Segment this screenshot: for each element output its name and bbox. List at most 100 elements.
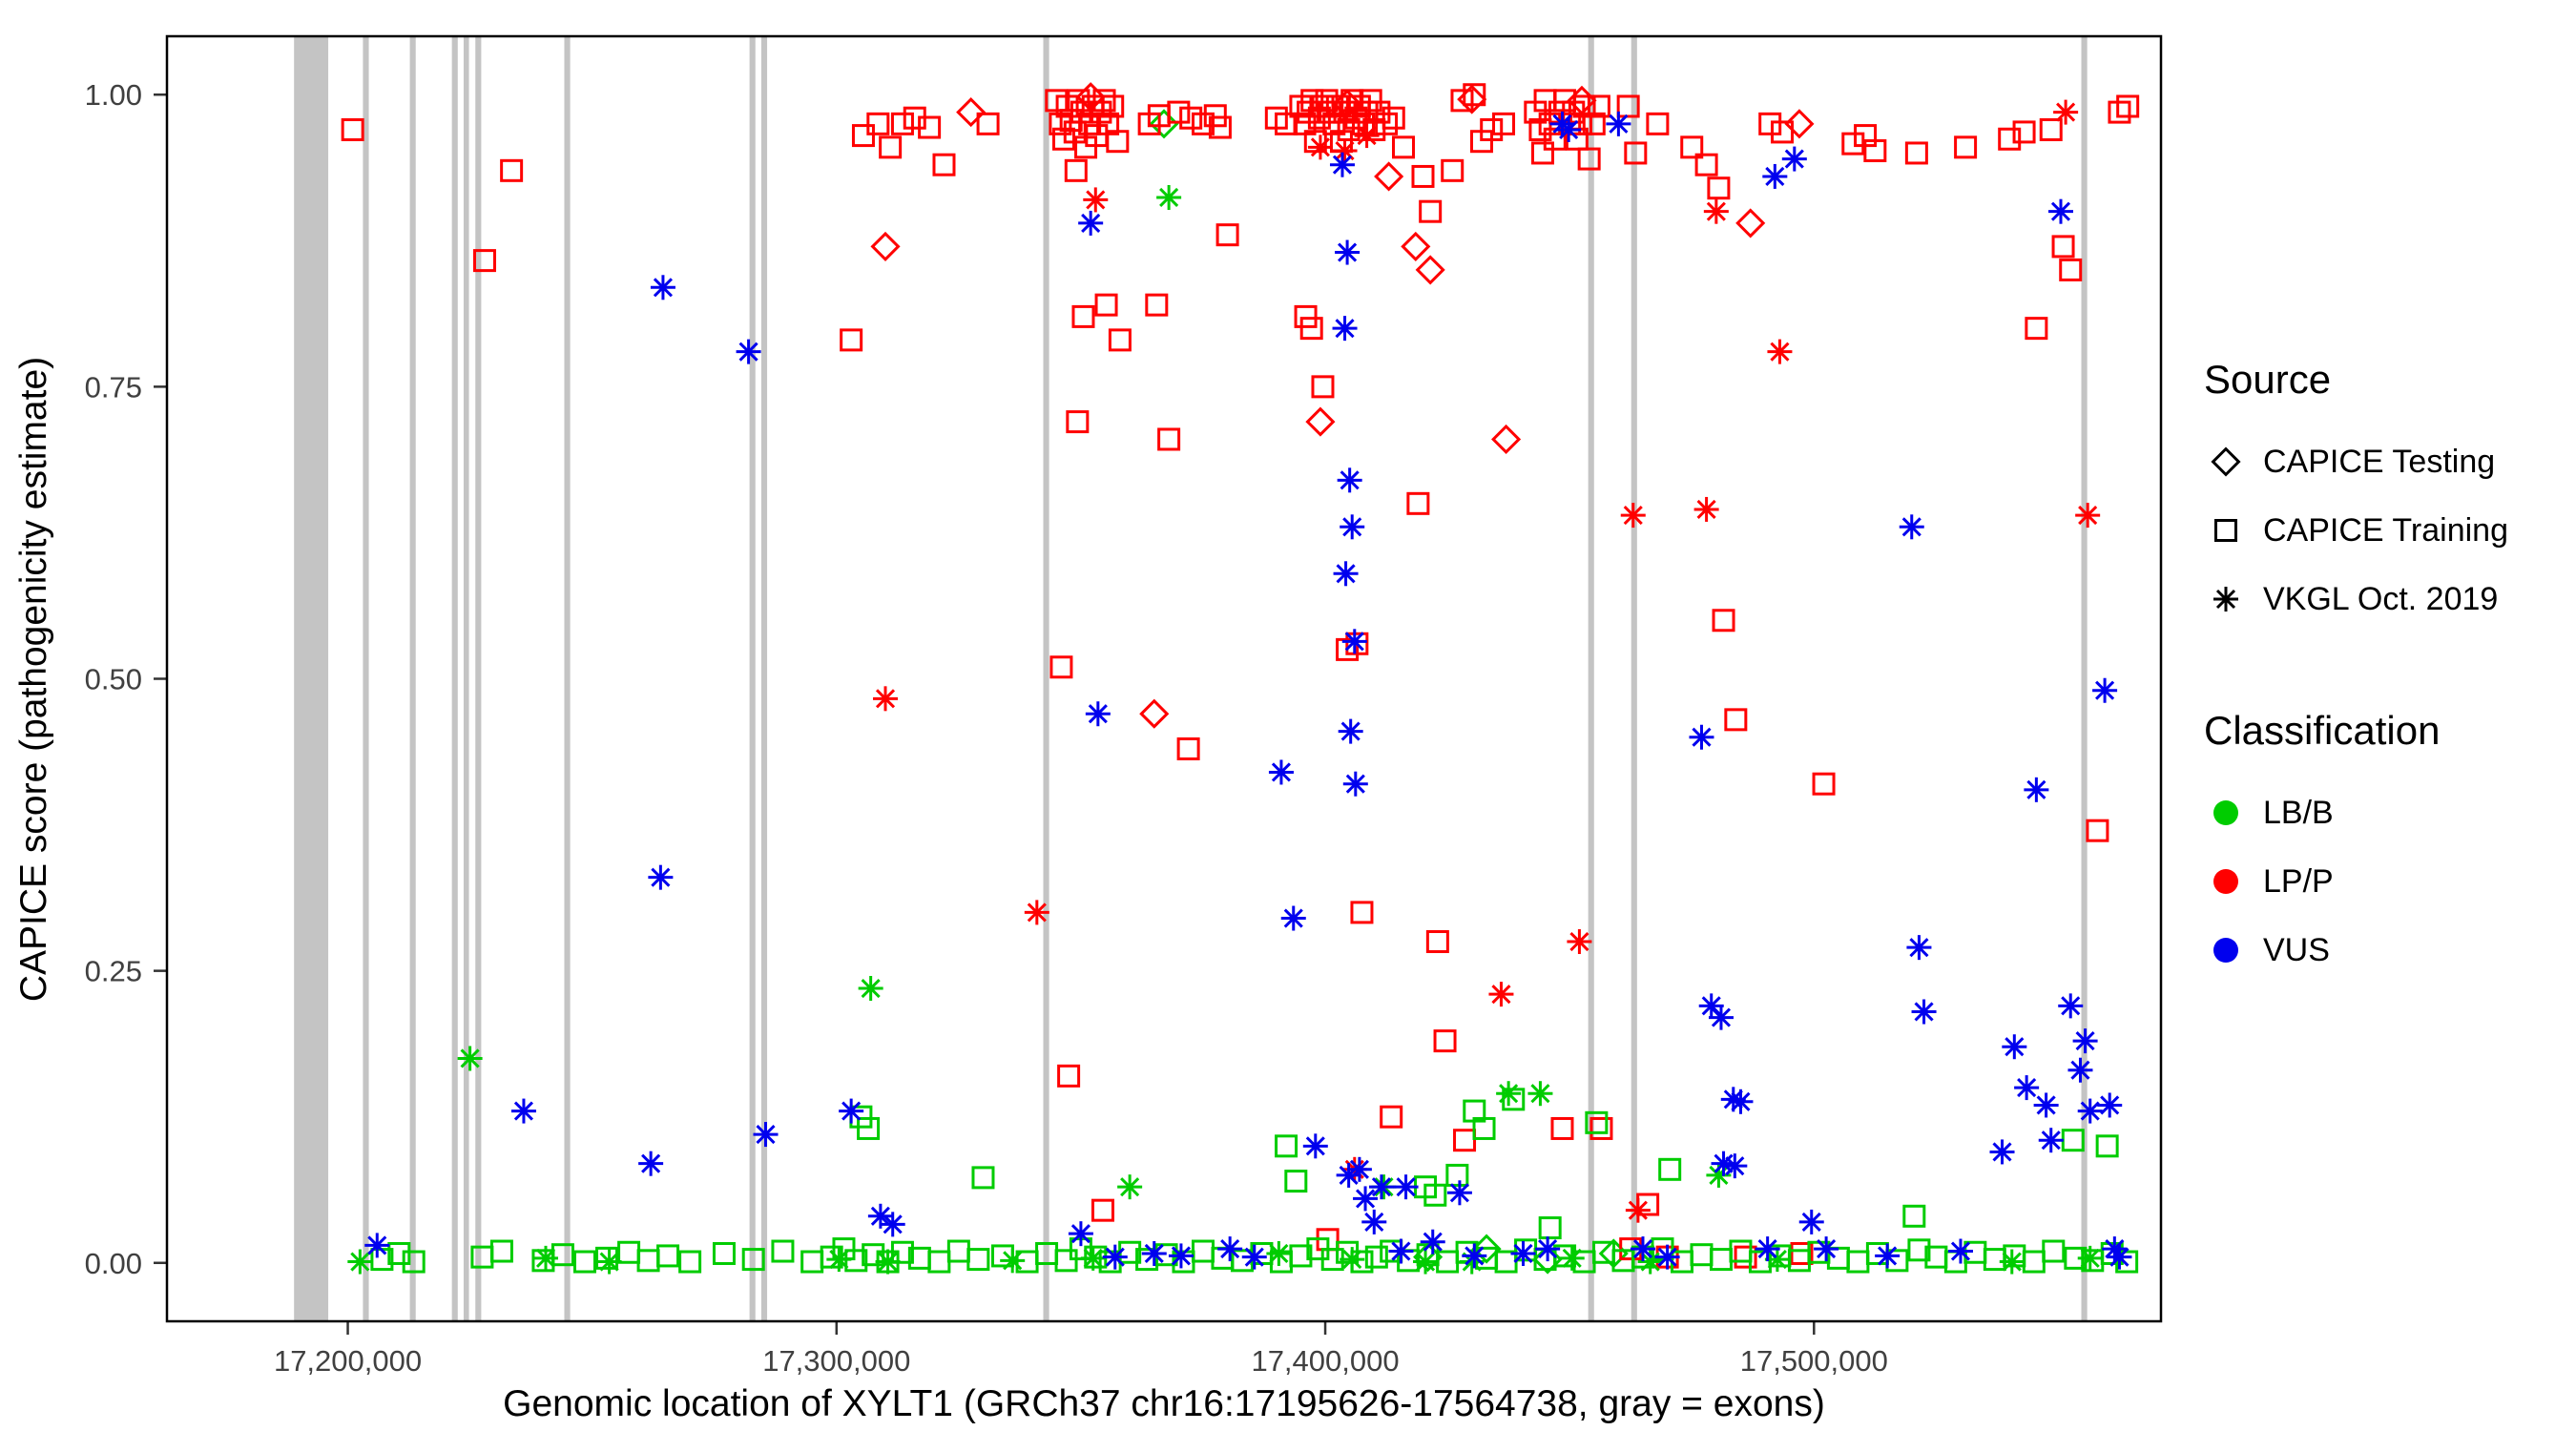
square-marker — [1275, 1134, 1298, 1158]
square-marker — [1375, 112, 1399, 135]
square-marker — [1425, 930, 1449, 954]
asterisk-marker — [875, 1249, 901, 1275]
square-marker — [1530, 141, 1554, 165]
asterisk-marker — [1078, 210, 1104, 236]
x-axis-title: Genomic location of XYLT1 (GRCh37 chr16:… — [503, 1383, 1825, 1424]
square-marker — [966, 1248, 990, 1272]
asterisk-marker — [1798, 1209, 1824, 1234]
asterisk-marker — [1241, 1244, 1267, 1270]
square-marker — [1179, 106, 1203, 130]
square-marker — [1441, 158, 1465, 182]
square-marker — [1094, 293, 1118, 317]
exon-region — [1631, 36, 1637, 1321]
square-marker — [1319, 100, 1342, 124]
asterisk-marker — [2092, 677, 2118, 703]
asterisk-marker — [1567, 929, 1592, 955]
asterisk-marker — [1722, 1153, 1748, 1179]
blue-dot-icon — [2213, 938, 2238, 963]
exon-region — [749, 36, 756, 1321]
exon-region — [363, 36, 369, 1321]
legend-item-lbb: LB/B — [2204, 778, 2440, 847]
asterisk-marker — [1462, 1243, 1487, 1269]
legend-item-label: CAPICE Testing — [2263, 443, 2496, 480]
legend-item-label: VKGL Oct. 2019 — [2263, 580, 2499, 617]
square-marker — [636, 1249, 660, 1273]
square-marker — [2116, 94, 2140, 118]
square-marker — [932, 153, 956, 176]
square-marker — [1433, 1029, 1457, 1053]
square-marker — [2012, 120, 2036, 144]
asterisk-marker — [1906, 935, 1932, 961]
asterisk-marker — [1141, 1240, 1167, 1266]
asterisk-marker — [2077, 1098, 2103, 1124]
series-vkgl-oct-2019-lb-b — [347, 184, 2103, 1275]
diamond-marker — [1305, 406, 1336, 437]
asterisk-marker — [2047, 198, 2073, 224]
square-marker — [946, 1239, 970, 1263]
square-marker — [1680, 135, 1704, 159]
square-marker — [1954, 135, 1978, 159]
square-marker — [1538, 1216, 1562, 1240]
series-vkgl-oct-2019-lp-p — [873, 99, 2101, 1223]
square-marker — [2059, 258, 2083, 281]
square-marker — [1359, 89, 1382, 113]
diamond-marker — [1491, 424, 1522, 455]
square-marker — [2086, 819, 2109, 842]
square-marker — [1998, 127, 2022, 151]
asterisk-marker — [1989, 1139, 2015, 1165]
square-marker — [1406, 491, 1430, 515]
asterisk-marker — [1620, 503, 1646, 529]
square-marker — [1983, 1248, 2006, 1272]
square-marker — [1057, 1064, 1081, 1088]
asterisk-marker — [1711, 1151, 1736, 1176]
square-marker — [1215, 223, 1239, 247]
diamond-marker — [870, 231, 901, 261]
square-marker — [1049, 655, 1073, 679]
legend-item-label: LP/P — [2263, 862, 2334, 900]
square-marker — [840, 328, 863, 352]
square-marker — [1907, 1238, 1931, 1262]
square-marker — [551, 1243, 574, 1267]
square-marker — [1694, 153, 1718, 176]
square-marker — [1066, 410, 1090, 434]
square-marker — [1577, 147, 1601, 171]
square-marker — [1411, 164, 1435, 188]
asterisk-marker — [736, 339, 761, 364]
square-marker — [678, 1250, 702, 1274]
asterisk-marker — [1361, 1209, 1387, 1234]
diamond-marker — [956, 97, 987, 128]
square-marker — [1294, 304, 1318, 328]
series-capice-training-lb-b — [370, 1088, 2139, 1274]
asterisk-marker — [1488, 982, 1514, 1007]
asterisk-marker — [1625, 1197, 1651, 1223]
asterisk-marker — [1947, 1238, 1973, 1264]
square-marker — [2025, 317, 2048, 341]
square-marker — [1712, 609, 1735, 633]
exon-region — [451, 36, 458, 1321]
asterisk-marker — [1266, 1240, 1292, 1266]
square-marker — [1690, 1243, 1714, 1267]
asterisk-marker — [1693, 496, 1719, 522]
square-marker — [1091, 1198, 1114, 1222]
diamond-marker — [1401, 231, 1431, 261]
legend-item-capice-testing: CAPICE Testing — [2204, 427, 2508, 496]
diamond-icon — [2211, 446, 2241, 477]
plot-panel-border — [165, 34, 2163, 1323]
square-marker — [1419, 199, 1443, 223]
square-marker — [2061, 1129, 2085, 1152]
asterisk-marker — [1556, 116, 1582, 142]
square-marker — [1589, 1116, 1613, 1140]
square-marker — [1734, 1245, 1757, 1269]
square-marker — [341, 117, 364, 141]
exon-region — [1043, 36, 1049, 1321]
asterisk-marker — [1510, 1240, 1536, 1266]
asterisk-marker — [364, 1233, 390, 1258]
asterisk-marker — [1024, 900, 1049, 925]
square-marker — [1071, 304, 1095, 328]
square-marker — [1611, 1249, 1635, 1273]
square-marker — [1325, 94, 1349, 118]
square-marker — [2095, 1134, 2119, 1158]
asterisk-marker — [873, 686, 899, 712]
